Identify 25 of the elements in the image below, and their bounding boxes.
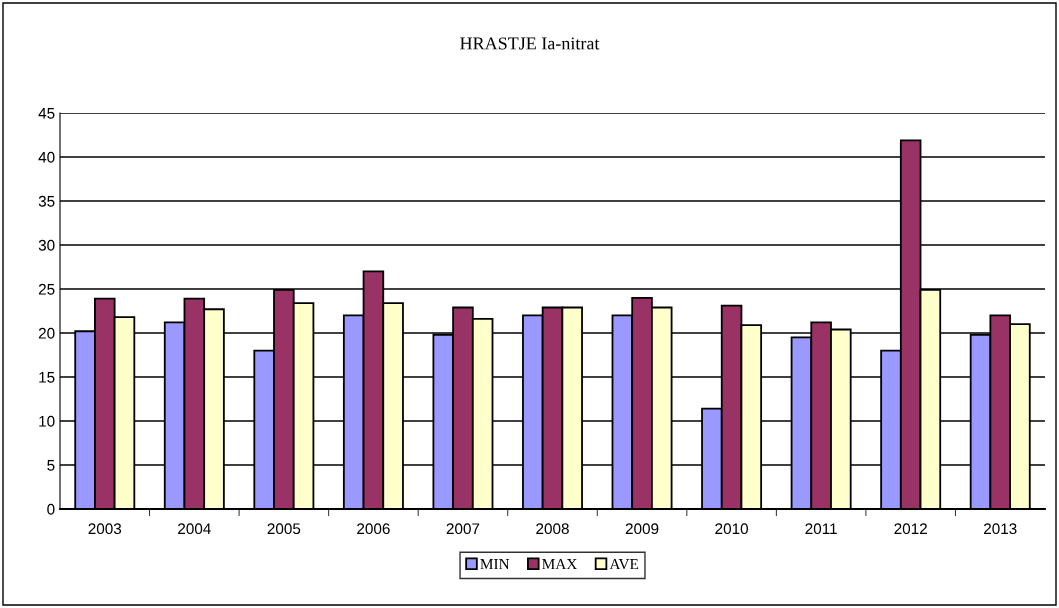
x-tick-label: 2011 bbox=[805, 523, 837, 535]
x-tick-label: 2008 bbox=[536, 523, 569, 535]
y-tick-label: 10 bbox=[39, 415, 55, 427]
y-tick-label: 40 bbox=[38, 151, 55, 163]
chart-title: HRASTJE Ia-nitrat bbox=[460, 37, 600, 50]
x-tick-label: 2006 bbox=[357, 523, 390, 535]
legend-label: MAX bbox=[542, 559, 578, 570]
x-tick-label: 2010 bbox=[715, 523, 748, 535]
legend-label: MIN bbox=[480, 559, 510, 570]
y-tick-label: 25 bbox=[38, 283, 55, 295]
y-tick-label: 15 bbox=[39, 372, 55, 383]
x-tick-label: 2003 bbox=[88, 523, 122, 535]
y-tick-label: 0 bbox=[47, 503, 55, 515]
y-tick-label: 35 bbox=[38, 195, 55, 207]
x-tick-label: 2004 bbox=[178, 523, 211, 535]
y-tick-label: 45 bbox=[38, 108, 55, 119]
y-tick-label: 30 bbox=[38, 239, 55, 251]
x-tick-label: 2007 bbox=[446, 523, 480, 535]
y-tick-label: 5 bbox=[47, 460, 55, 471]
y-tick-label: 20 bbox=[38, 327, 55, 339]
x-tick-label: 2012 bbox=[894, 523, 927, 535]
x-tick-label: 2013 bbox=[984, 523, 1017, 535]
legend-label: AVE bbox=[609, 559, 639, 570]
x-tick-label: 2005 bbox=[267, 523, 301, 535]
x-tick-label: 2009 bbox=[625, 523, 659, 535]
